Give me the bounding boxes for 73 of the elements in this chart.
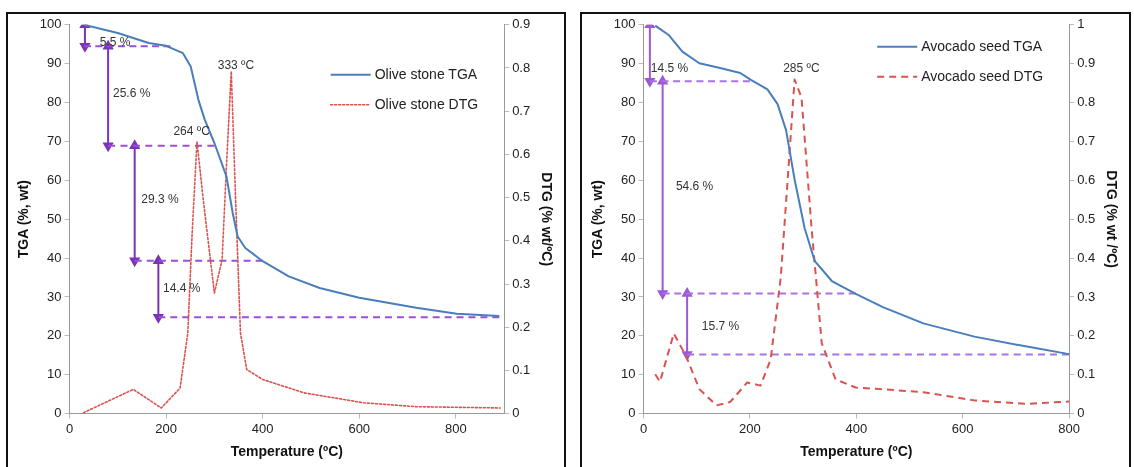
annotation: 54.6 % [675,178,714,193]
x-axis-title: Temperature (ºC) [230,443,343,460]
y2-tick-label: 0.7 [512,102,531,118]
y-axis-title: TGA (%, wt) [589,180,606,259]
annotation: 29.3 % [141,192,179,207]
y-axis-title: TGA (%, wt) [15,180,32,259]
y2-tick-label: 0.3 [1077,288,1096,304]
annotation: 264 ºC [173,124,211,139]
y-tick-label: 20 [47,327,62,343]
y2-tick-label: 0.8 [512,59,531,75]
y2-tick-label: 0.2 [1077,327,1096,343]
y2-tick-label: 0.2 [512,318,531,334]
y-tick-label: 30 [621,288,636,304]
legend-label: Avocado seed TGA [921,37,1043,54]
legend-label: Olive stone TGA [374,65,478,82]
y-tick-label: 20 [621,327,636,343]
y-tick-label: 40 [47,249,62,265]
x-tick-label: 400 [251,420,274,436]
y-tick-label: 60 [621,171,636,187]
x-tick-label: 0 [639,420,648,436]
y-tick-label: 0 [628,405,636,421]
y2-tick-label: 0.1 [1077,366,1096,382]
x-tick-label: 400 [845,420,868,436]
x-tick-label: 800 [1058,420,1080,436]
annotation: 15.7 % [701,319,740,334]
y2-tick-label: 0.5 [512,189,531,205]
x-tick-label: 800 [444,420,467,436]
annotation: 14.5 % [650,61,689,76]
y-tick-label: 70 [47,133,62,149]
x-tick-label: 600 [348,420,371,436]
y2-tick-label: 0 [512,405,520,421]
y-tick-label: 40 [621,249,636,265]
y-tick-label: 10 [47,366,62,382]
y2-tick-label: 0.9 [512,16,531,32]
y2-tick-label: 0.4 [1077,249,1096,265]
y2-axis-title: DTG (% wt /ºC) [1103,170,1120,269]
y-tick-label: 10 [621,366,636,382]
y-tick-label: 90 [47,55,62,71]
x-tick-label: 200 [739,420,761,436]
line-series [82,70,502,414]
y2-tick-label: 0.4 [512,232,531,248]
legend-label: Avocado seed DTG [921,67,1044,84]
y2-tick-label: 0 [1077,405,1085,421]
y2-tick-label: 0.9 [1077,55,1096,71]
y-tick-label: 30 [47,288,62,304]
legend-label: Olive stone DTG [374,95,479,112]
y2-tick-label: 0.6 [512,145,531,161]
y-tick-label: 60 [47,171,62,187]
annotation: 25.6 % [112,85,151,100]
y2-axis-title: DTG (% wt/ºC) [538,172,555,267]
x-tick-label: 600 [951,420,974,436]
y2-tick-label: 1 [1077,16,1085,32]
y-tick-label: 100 [39,16,62,32]
y-tick-label: 50 [621,210,636,226]
y-tick-label: 80 [621,94,636,110]
x-tick-label: 0 [65,420,74,436]
y2-tick-label: 0.3 [512,275,531,291]
y-tick-label: 50 [47,210,62,226]
y2-tick-label: 0.6 [1077,171,1096,187]
annotation: 14.4 % [162,281,201,296]
y2-tick-label: 0.5 [1077,210,1096,226]
y-tick-label: 80 [47,94,62,110]
annotation: 333 ºC [217,57,255,72]
y2-tick-label: 0.8 [1077,94,1096,110]
x-tick-label: 200 [155,420,177,436]
y-tick-label: 0 [54,405,62,421]
annotation: 285 ºC [783,61,820,76]
x-axis-title: Temperature (ºC) [800,443,913,460]
y-tick-label: 100 [613,16,636,32]
y2-tick-label: 0.1 [512,361,531,377]
y2-tick-label: 0.7 [1077,133,1096,149]
y-tick-label: 70 [621,133,636,149]
y-tick-label: 90 [621,55,636,71]
